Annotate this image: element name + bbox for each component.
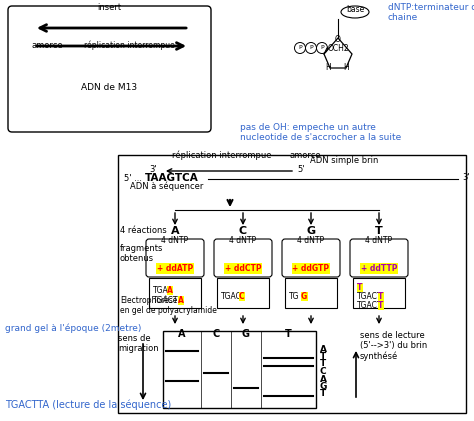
Text: 3': 3' <box>462 173 470 182</box>
Text: T: T <box>378 292 383 301</box>
Text: TG: TG <box>289 292 300 301</box>
Text: + ddGTP: + ddGTP <box>292 264 329 273</box>
Text: ADN de M13: ADN de M13 <box>81 83 137 92</box>
Bar <box>163 331 316 408</box>
Text: grand gel à l'époque (2metre): grand gel à l'époque (2metre) <box>5 323 141 333</box>
Text: P: P <box>298 45 302 50</box>
FancyBboxPatch shape <box>282 239 340 277</box>
Text: TGACT: TGACT <box>357 301 383 310</box>
Text: dNTP:terminateur de
chaine: dNTP:terminateur de chaine <box>388 3 474 22</box>
Text: 5' ...: 5' ... <box>124 174 142 183</box>
Text: 4 dNTP: 4 dNTP <box>229 236 256 245</box>
Text: pas de OH: empeche un autre
nucleotide de s'accrocher a la suite: pas de OH: empeche un autre nucleotide d… <box>240 123 401 142</box>
Text: H: H <box>325 63 331 72</box>
Text: O: O <box>335 35 341 44</box>
Text: TGACTT: TGACTT <box>153 296 183 305</box>
Text: A: A <box>178 329 186 339</box>
Bar <box>118 155 466 413</box>
Bar <box>149 278 201 308</box>
Text: A: A <box>178 296 184 305</box>
Text: G: G <box>320 382 328 391</box>
Text: TGACT: TGACT <box>357 292 383 301</box>
Bar <box>285 278 337 308</box>
Text: 5': 5' <box>297 165 304 174</box>
Text: A: A <box>171 226 179 236</box>
Text: Electrophorèse
en gel de polyacrylamide: Electrophorèse en gel de polyacrylamide <box>120 295 217 315</box>
Text: 4 réactions: 4 réactions <box>120 226 167 235</box>
Text: A: A <box>167 286 173 295</box>
Text: 3': 3' <box>149 165 157 174</box>
Text: C: C <box>320 367 327 376</box>
Text: P: P <box>309 45 313 50</box>
Text: A: A <box>320 344 327 354</box>
FancyBboxPatch shape <box>8 6 211 132</box>
Text: + ddCTP: + ddCTP <box>225 264 261 273</box>
Text: T: T <box>375 226 383 236</box>
Text: sens de lecture
(5'-->3') du brin
synthésé: sens de lecture (5'-->3') du brin synthé… <box>360 330 427 361</box>
Text: TAAGTCA: TAAGTCA <box>145 173 199 183</box>
Text: 4 dNTP: 4 dNTP <box>365 236 392 245</box>
Text: ADN simple brin: ADN simple brin <box>310 156 378 165</box>
Text: T: T <box>378 301 383 310</box>
Text: T: T <box>320 389 326 399</box>
Text: T: T <box>320 352 326 361</box>
Text: TGAC: TGAC <box>221 292 242 301</box>
Text: P: P <box>320 45 324 50</box>
Text: C: C <box>239 226 247 236</box>
Text: C: C <box>212 329 219 339</box>
Text: amorce: amorce <box>32 41 64 50</box>
Text: T: T <box>284 329 292 339</box>
Text: + ddATP: + ddATP <box>157 264 193 273</box>
FancyBboxPatch shape <box>146 239 204 277</box>
FancyBboxPatch shape <box>350 239 408 277</box>
Text: réplication interrompue: réplication interrompue <box>84 40 175 50</box>
Text: amorce: amorce <box>290 151 322 160</box>
Text: A: A <box>320 375 327 384</box>
Text: G: G <box>306 226 316 236</box>
Text: OCH2: OCH2 <box>328 44 350 53</box>
Bar <box>217 278 269 308</box>
Text: fragments
obtenus: fragments obtenus <box>120 244 164 263</box>
Bar <box>353 278 405 308</box>
Text: G: G <box>301 292 307 301</box>
Text: TGA: TGA <box>153 286 169 295</box>
Text: TGACTTA (lecture de la séquence): TGACTTA (lecture de la séquence) <box>5 400 171 410</box>
Text: réplication interrompue: réplication interrompue <box>172 150 272 160</box>
Text: insert: insert <box>97 3 121 12</box>
Text: ADN à séquencer: ADN à séquencer <box>130 181 203 191</box>
Text: base: base <box>346 5 364 14</box>
Text: H: H <box>343 63 349 72</box>
Text: T: T <box>320 360 326 368</box>
Text: sens de
migration: sens de migration <box>118 333 159 353</box>
Text: 4 dNTP: 4 dNTP <box>298 236 325 245</box>
Text: T: T <box>357 283 363 292</box>
Text: G: G <box>242 329 250 339</box>
Text: + ddTTP: + ddTTP <box>361 264 397 273</box>
Text: 4 dNTP: 4 dNTP <box>162 236 189 245</box>
Text: C: C <box>239 292 245 301</box>
FancyBboxPatch shape <box>214 239 272 277</box>
